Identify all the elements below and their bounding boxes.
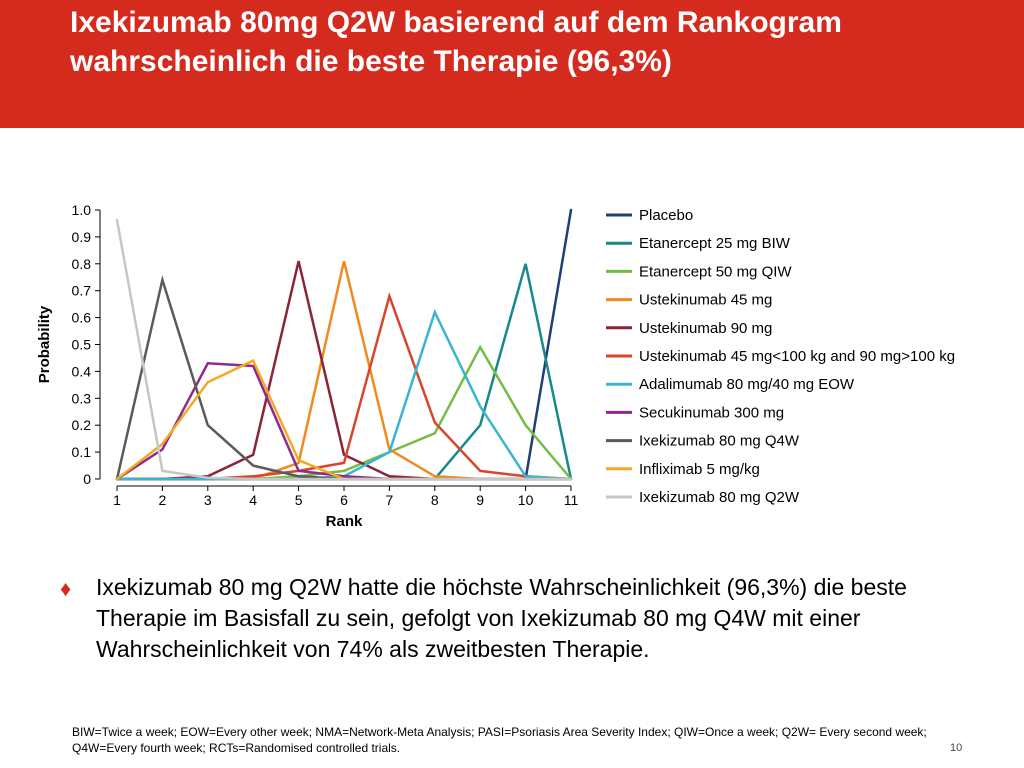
x-tick-label: 2: [159, 492, 167, 508]
y-tick-label: 0.7: [72, 283, 92, 299]
y-axis-title: Probability: [36, 305, 53, 383]
x-tick-label: 11: [564, 492, 579, 508]
legend-label: Secukinumab 300 mg: [639, 404, 784, 421]
chart-series-lines: [115, 208, 573, 481]
y-tick-label: 0.6: [72, 310, 92, 326]
legend-label: Infliximab 5 mg/kg: [639, 461, 760, 478]
page-number: 10: [950, 742, 963, 754]
x-tick-label: 9: [476, 492, 484, 508]
y-tick-label: 0: [83, 471, 91, 487]
legend-label: Ixekizumab 80 mg Q4W: [639, 433, 800, 450]
legend-label: Adalimumab 80 mg/40 mg EOW: [639, 376, 855, 393]
chart-axes: 0 0.1 0.2 0.3 0.4 0.5 0.6 0.7 0.8 0.9 1.0 1 2 3 4 5 6 7 8 9…: [36, 202, 578, 530]
y-tick-label: 1.0: [72, 202, 92, 218]
legend-label: Ustekinumab 45 mg<100 kg and 90 mg>100 k…: [639, 348, 955, 365]
x-axis-title: Rank: [326, 513, 363, 530]
series-line: [115, 218, 573, 481]
y-tick-label: 0.9: [72, 229, 92, 245]
series-line: [115, 260, 573, 481]
y-tick-label: 0.8: [72, 256, 92, 272]
x-tick-label: 8: [431, 492, 439, 508]
abbreviations-footnote: BIW=Twice a week; EOW=Every other week; …: [72, 725, 927, 755]
chart-legend: Placebo Etanercept 25 mg BIW Etanercept 50…: [606, 207, 955, 506]
y-tick-label: 0.3: [72, 390, 92, 406]
y-tick-label: 0.5: [72, 337, 92, 353]
rankogram-chart: 0 0.1 0.2 0.3 0.4 0.5 0.6 0.7 0.8 0.9 1.0 1 2 3 4 5 6 7 8 9…: [36, 202, 955, 530]
slide-title: Ixekizumab 80mg Q2W basierend auf dem Ra…: [70, 6, 842, 78]
x-tick-label: 4: [249, 492, 257, 508]
series-line: [115, 275, 573, 481]
y-tick-label: 0.1: [72, 444, 92, 460]
key-finding-text: Ixekizumab 80 mg Q2W hatte die höchste W…: [96, 574, 907, 662]
x-tick-label: 10: [518, 492, 534, 508]
key-finding: ♦ Ixekizumab 80 mg Q2W hatte die höchste…: [60, 572, 990, 665]
series-line: [115, 263, 573, 481]
series-line: [115, 260, 573, 481]
x-tick-label: 3: [204, 492, 212, 508]
y-tick-label: 0.2: [72, 417, 92, 433]
x-tick-label: 6: [340, 492, 348, 508]
legend-label: Ustekinumab 90 mg: [639, 320, 772, 337]
legend-label: Etanercept 25 mg BIW: [639, 235, 791, 252]
legend-label: Ixekizumab 80 mg Q2W: [639, 489, 800, 506]
legend-label: Etanercept 50 mg QIW: [639, 263, 792, 280]
legend-label: Placebo: [639, 207, 693, 224]
x-tick-label: 7: [386, 492, 394, 508]
y-tick-label: 0.4: [72, 363, 92, 379]
x-tick-label: 5: [295, 492, 303, 508]
x-tick-label: 1: [113, 492, 121, 508]
diamond-icon: ♦: [60, 576, 72, 601]
title-bar: Ixekizumab 80mg Q2W basierend auf dem Ra…: [0, 0, 1024, 128]
legend-label: Ustekinumab 45 mg: [639, 292, 772, 309]
